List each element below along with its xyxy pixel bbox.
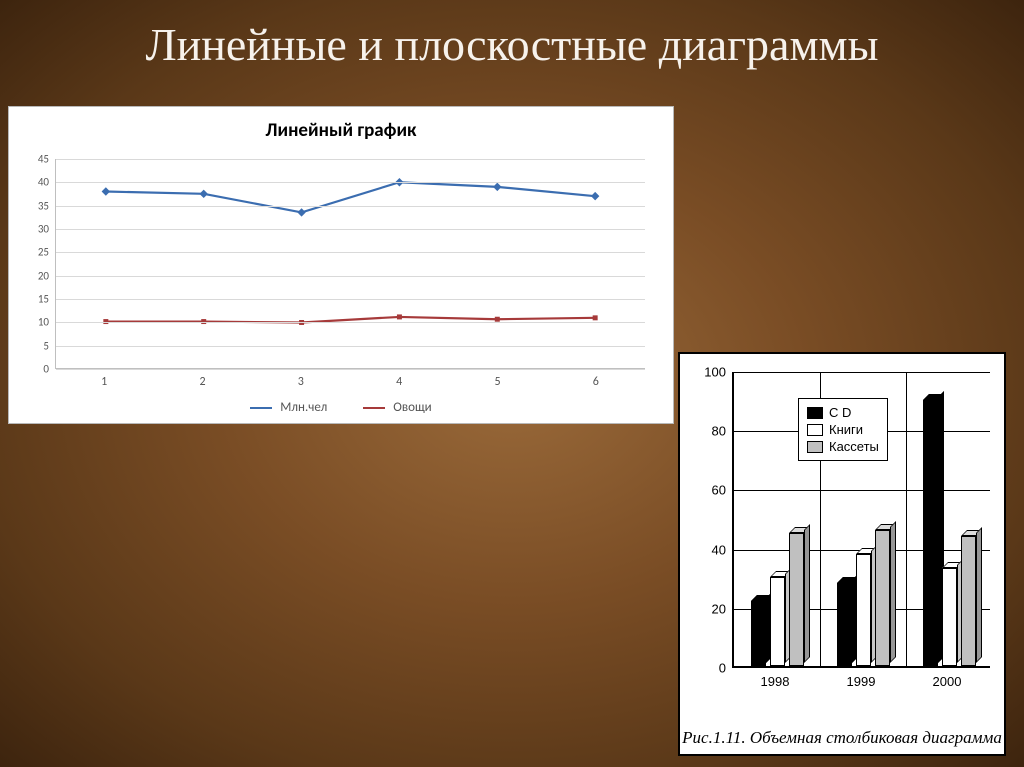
y-tick-label: 30 bbox=[21, 223, 49, 236]
legend-label: Овощи bbox=[393, 400, 431, 415]
gridline bbox=[56, 206, 645, 207]
bar-front bbox=[751, 601, 766, 666]
bar bbox=[789, 533, 804, 666]
legend-item: Кассеты bbox=[807, 439, 879, 454]
legend-swatch bbox=[807, 441, 823, 453]
gridline bbox=[56, 369, 645, 370]
series-marker bbox=[397, 314, 402, 319]
series-marker bbox=[102, 187, 110, 195]
gridline bbox=[734, 490, 990, 491]
y-tick-label: 60 bbox=[692, 483, 726, 498]
series-marker bbox=[493, 183, 501, 191]
legend-item: Млн.чел bbox=[250, 400, 327, 415]
x-tick-label: 4 bbox=[396, 375, 402, 389]
series-marker bbox=[591, 192, 599, 200]
bar-chart-panel: 0 20 40 60 80 100 1998 1999 2000 C D Книги Кассет… bbox=[678, 352, 1006, 756]
series-marker bbox=[199, 190, 207, 198]
gridline bbox=[734, 372, 990, 373]
bar-front bbox=[789, 533, 804, 666]
series-line bbox=[106, 182, 595, 212]
bar bbox=[923, 400, 938, 666]
line-chart-plot-area bbox=[55, 159, 645, 369]
legend-label: C D bbox=[829, 405, 851, 420]
y-tick-label: 5 bbox=[21, 339, 49, 352]
legend-label: Книги bbox=[829, 422, 863, 437]
bar bbox=[942, 568, 957, 666]
legend-item: Овощи bbox=[363, 400, 431, 415]
bar bbox=[875, 530, 890, 666]
series-marker bbox=[495, 317, 500, 322]
legend-swatch bbox=[807, 407, 823, 419]
bar-front bbox=[856, 554, 871, 666]
bar-front bbox=[875, 530, 890, 666]
gridline bbox=[56, 299, 645, 300]
series-marker bbox=[297, 208, 305, 216]
y-tick-label: 0 bbox=[21, 363, 49, 376]
bar-chart-legend: C D Книги Кассеты bbox=[798, 398, 888, 461]
bar-side bbox=[804, 524, 810, 663]
line-chart-title: Линейный график bbox=[9, 119, 673, 142]
bar bbox=[856, 554, 871, 666]
gridline-vertical bbox=[906, 372, 907, 666]
y-tick-label: 40 bbox=[692, 542, 726, 557]
y-tick-label: 0 bbox=[692, 661, 726, 676]
legend-swatch bbox=[250, 407, 272, 409]
legend-item: Книги bbox=[807, 422, 879, 437]
x-tick-label: 1998 bbox=[761, 674, 790, 689]
bar-front bbox=[961, 536, 976, 666]
y-tick-label: 35 bbox=[21, 199, 49, 212]
gridline bbox=[56, 159, 645, 160]
bar-front bbox=[942, 568, 957, 666]
y-tick-label: 80 bbox=[692, 424, 726, 439]
slide-title: Линейные и плоскостные диаграммы bbox=[0, 18, 1024, 71]
bar-front bbox=[837, 583, 852, 666]
legend-swatch bbox=[807, 424, 823, 436]
bar bbox=[961, 536, 976, 666]
x-tick-label: 2 bbox=[199, 375, 205, 389]
x-tick-label: 6 bbox=[593, 375, 599, 389]
series-marker bbox=[593, 315, 598, 320]
legend-label: Млн.чел bbox=[280, 400, 327, 415]
legend-swatch bbox=[363, 407, 385, 409]
x-tick-label: 1999 bbox=[847, 674, 876, 689]
legend-item: C D bbox=[807, 405, 879, 420]
bar bbox=[770, 577, 785, 666]
y-tick-label: 25 bbox=[21, 246, 49, 259]
gridline bbox=[56, 182, 645, 183]
gridline bbox=[56, 276, 645, 277]
bar-side bbox=[890, 521, 896, 663]
x-tick-label: 5 bbox=[494, 375, 500, 389]
bar-side bbox=[976, 527, 982, 663]
y-tick-label: 20 bbox=[692, 601, 726, 616]
bar-front bbox=[770, 577, 785, 666]
y-tick-label: 40 bbox=[21, 176, 49, 189]
bar-chart-caption: Рис.1.11. Объемная столбиковая диаграмма bbox=[680, 728, 1004, 748]
line-chart-legend: Млн.чел Овощи bbox=[9, 400, 673, 415]
y-tick-label: 10 bbox=[21, 316, 49, 329]
gridline bbox=[56, 346, 645, 347]
y-tick-label: 45 bbox=[21, 153, 49, 166]
y-tick-label: 15 bbox=[21, 293, 49, 306]
bar bbox=[751, 601, 766, 666]
gridline bbox=[56, 252, 645, 253]
x-tick-label: 3 bbox=[298, 375, 304, 389]
y-tick-label: 20 bbox=[21, 269, 49, 282]
bar-front bbox=[923, 400, 938, 666]
x-tick-label: 1 bbox=[101, 375, 107, 389]
gridline bbox=[56, 322, 645, 323]
x-tick-label: 2000 bbox=[933, 674, 962, 689]
y-tick-label: 100 bbox=[692, 365, 726, 380]
legend-label: Кассеты bbox=[829, 439, 879, 454]
gridline bbox=[56, 229, 645, 230]
line-chart-panel: Линейный график 051015202530354045 12345… bbox=[8, 106, 674, 424]
bar bbox=[837, 583, 852, 666]
line-chart-svg bbox=[56, 159, 645, 368]
